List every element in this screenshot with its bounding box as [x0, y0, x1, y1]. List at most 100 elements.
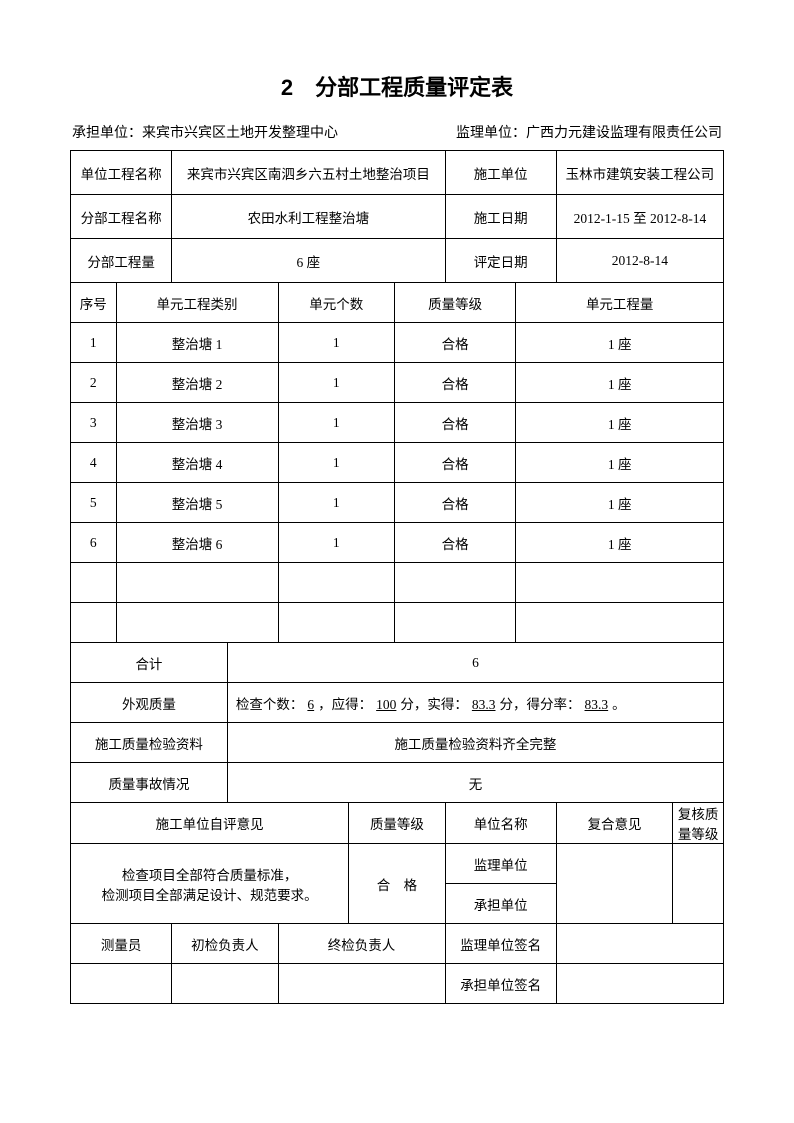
- self-opinion-content: 检查项目全部符合质量标准， 检测项目全部满足设计、规范要求。: [71, 844, 349, 924]
- total-value: 6: [227, 643, 723, 683]
- cell-category: 整治塘 5: [116, 483, 278, 523]
- main-table: 单位工程名称 来宾市兴宾区南泗乡六五村土地整治项目 施工单位 玉林市建筑安装工程…: [70, 150, 724, 1004]
- unit-name-label: 单位名称: [445, 803, 556, 844]
- col-grade: 质量等级: [394, 283, 515, 323]
- accident-label: 质量事故情况: [71, 763, 228, 803]
- cell-seq: 4: [71, 443, 117, 483]
- inspection-value: 施工质量检验资料齐全完整: [227, 723, 723, 763]
- final-label: 终检负责人: [278, 924, 445, 964]
- initial-cell: [172, 964, 278, 1004]
- cell-quantity: 1 座: [516, 403, 724, 443]
- undertake-unit: 承担单位: [445, 884, 556, 924]
- cell-count: 1: [278, 403, 394, 443]
- grade-label: 质量等级: [349, 803, 445, 844]
- table-row: 1 整治塘 1 1 合格 1 座: [71, 323, 724, 363]
- cell-grade: 合格: [394, 523, 515, 563]
- col-quantity: 单元工程量: [516, 283, 724, 323]
- assessment-date-label: 评定日期: [445, 239, 556, 283]
- self-grade: 合 格: [349, 844, 445, 924]
- recheck-grade-cell: [673, 844, 724, 924]
- appearance-mid3: 分，得分率：: [500, 697, 581, 712]
- cell-seq: 1: [71, 323, 117, 363]
- cell-quantity: 1 座: [516, 483, 724, 523]
- cell-quantity: 1 座: [516, 363, 724, 403]
- cell-quantity: 1 座: [516, 323, 724, 363]
- cell-seq: 6: [71, 523, 117, 563]
- unit-project-name: 来宾市兴宾区南泗乡六五村土地整治项目: [172, 151, 445, 195]
- col-count: 单元个数: [278, 283, 394, 323]
- cell-quantity: 1 座: [516, 523, 724, 563]
- header-row: 承担单位：来宾市兴宾区土地开发整理中心 监理单位：广西力元建设监理有限责任公司: [70, 122, 724, 142]
- supervisor-info: 监理单位：广西力元建设监理有限责任公司: [456, 122, 722, 142]
- table-row: 2 整治塘 2 1 合格 1 座: [71, 363, 724, 403]
- table-row: 5 整治塘 5 1 合格 1 座: [71, 483, 724, 523]
- supervisor-value: 广西力元建设监理有限责任公司: [526, 126, 722, 141]
- contractor-info: 承担单位：来宾市兴宾区土地开发整理中心: [72, 122, 338, 142]
- construction-unit-label: 施工单位: [445, 151, 556, 195]
- col-seq: 序号: [71, 283, 117, 323]
- appearance-actual: 83.3: [468, 697, 500, 712]
- appearance-mid1: ，应得：: [318, 697, 372, 712]
- cell-count: 1: [278, 363, 394, 403]
- appearance-suffix: 。: [612, 697, 626, 712]
- self-opinion-label: 施工单位自评意见: [71, 803, 349, 844]
- col-category: 单元工程类别: [116, 283, 278, 323]
- supervisor-label: 监理单位：: [456, 126, 526, 141]
- accident-value: 无: [227, 763, 723, 803]
- appearance-content: 检查个数：6，应得：100分，实得：83.3分，得分率：83.3。: [227, 683, 723, 723]
- cell-count: 1: [278, 523, 394, 563]
- cell-seq: 2: [71, 363, 117, 403]
- table-row-empty: [71, 603, 724, 643]
- final-cell: [278, 964, 445, 1004]
- total-label: 合计: [71, 643, 228, 683]
- table-row: 4 整治塘 4 1 合格 1 座: [71, 443, 724, 483]
- undertake-sign-cell: [556, 964, 723, 1004]
- cell-category: 整治塘 3: [116, 403, 278, 443]
- recheck-grade-label: 复核质量等级: [673, 803, 724, 844]
- surveyor-cell: [71, 964, 172, 1004]
- construction-date-label: 施工日期: [445, 195, 556, 239]
- cell-grade: 合格: [394, 323, 515, 363]
- assessment-date: 2012-8-14: [556, 239, 723, 283]
- cell-grade: 合格: [394, 403, 515, 443]
- appearance-mid2: 分，实得：: [400, 697, 468, 712]
- cell-count: 1: [278, 323, 394, 363]
- table-row: 3 整治塘 3 1 合格 1 座: [71, 403, 724, 443]
- contractor-value: 来宾市兴宾区土地开发整理中心: [142, 126, 338, 141]
- section-project-qty: 6 座: [172, 239, 445, 283]
- section-project-qty-label: 分部工程量: [71, 239, 172, 283]
- section-project-name: 农田水利工程整治塘: [172, 195, 445, 239]
- appearance-prefix: 检查个数：: [236, 697, 304, 712]
- appearance-should: 100: [372, 697, 400, 712]
- construction-unit: 玉林市建筑安装工程公司: [556, 151, 723, 195]
- table-row-empty: [71, 563, 724, 603]
- cell-grade: 合格: [394, 483, 515, 523]
- unit-project-name-label: 单位工程名称: [71, 151, 172, 195]
- cell-grade: 合格: [394, 363, 515, 403]
- cell-seq: 3: [71, 403, 117, 443]
- cell-category: 整治塘 1: [116, 323, 278, 363]
- cell-category: 整治塘 6: [116, 523, 278, 563]
- appearance-rate: 83.3: [581, 697, 613, 712]
- cell-count: 1: [278, 483, 394, 523]
- cell-count: 1: [278, 443, 394, 483]
- surveyor-label: 测量员: [71, 924, 172, 964]
- table-row: 6 整治塘 6 1 合格 1 座: [71, 523, 724, 563]
- cell-category: 整治塘 4: [116, 443, 278, 483]
- supervision-unit: 监理单位: [445, 844, 556, 884]
- page-title: 2 分部工程质量评定表: [70, 70, 724, 102]
- inspection-label: 施工质量检验资料: [71, 723, 228, 763]
- compound-label: 复合意见: [556, 803, 672, 844]
- cell-grade: 合格: [394, 443, 515, 483]
- cell-seq: 5: [71, 483, 117, 523]
- cell-category: 整治塘 2: [116, 363, 278, 403]
- contractor-label: 承担单位：: [72, 126, 142, 141]
- construction-date: 2012-1-15 至 2012-8-14: [556, 195, 723, 239]
- appearance-label: 外观质量: [71, 683, 228, 723]
- cell-quantity: 1 座: [516, 443, 724, 483]
- compound-cell: [556, 844, 672, 924]
- supervision-sign-cell: [556, 924, 723, 964]
- initial-label: 初检负责人: [172, 924, 278, 964]
- supervision-sign-label: 监理单位签名: [445, 924, 556, 964]
- section-project-name-label: 分部工程名称: [71, 195, 172, 239]
